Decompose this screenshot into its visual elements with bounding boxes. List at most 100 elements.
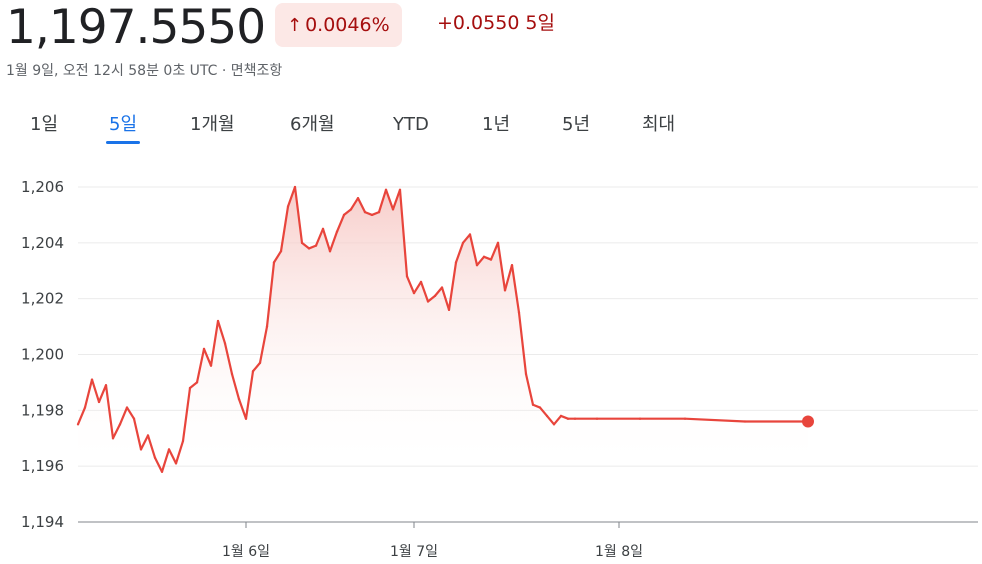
data-point (216, 319, 220, 323)
tab-6-month[interactable]: 6개월 (290, 114, 335, 135)
series-line-segment (160, 448, 171, 473)
series-line-segment (377, 188, 388, 214)
data-point (90, 378, 94, 381)
tab-1-month[interactable]: 1개월 (190, 114, 235, 135)
data-point (517, 311, 521, 314)
data-point (174, 462, 178, 465)
y-tick-label: 1,200 (21, 346, 64, 364)
data-point (524, 372, 528, 376)
data-point (349, 208, 353, 211)
series-line-segment (76, 406, 87, 426)
series-line-segment (503, 264, 514, 292)
data-point (251, 370, 255, 373)
series-line-segment (461, 233, 472, 244)
data-point (559, 414, 563, 418)
series-line (76, 185, 810, 473)
timestamp-disclaimer-line[interactable]: 1월 9일, 오전 12시 58분 0초 UTC · 면책조항 (6, 63, 283, 79)
data-point (293, 185, 297, 189)
data-point (440, 286, 444, 289)
series-line-segment (468, 233, 479, 267)
series-line-segment (545, 414, 556, 426)
y-tick-label: 1,206 (21, 178, 64, 196)
x-tick-label: 1월 7일 (390, 544, 438, 560)
y-tick-label: 1,202 (21, 290, 64, 308)
series-line-segment (167, 448, 178, 465)
data-point (475, 264, 479, 267)
series-line-segment (139, 434, 150, 451)
data-point (111, 437, 115, 440)
series-line-segment (104, 384, 115, 440)
data-point (202, 347, 206, 351)
data-point (391, 208, 395, 211)
data-point (496, 241, 500, 244)
data-point (258, 361, 262, 364)
data-point (195, 381, 199, 384)
data-point (125, 406, 129, 409)
data-point (638, 417, 642, 420)
series-line-segment (552, 414, 563, 426)
series-line-segment (279, 205, 290, 253)
absolute-change-value: +0.0550 (437, 12, 520, 34)
data-point (146, 434, 150, 437)
series-line-segment (454, 241, 465, 264)
data-point (321, 227, 325, 230)
series-line-segment (181, 386, 192, 443)
data-point (419, 280, 423, 284)
data-point (118, 423, 122, 426)
range-tabs: 1일 5일 1개월 6개월 YTD 1년 5년 최대 (0, 110, 982, 150)
tab-max[interactable]: 최대 (642, 114, 676, 135)
data-point (356, 197, 360, 200)
data-point (454, 261, 458, 264)
tab-1-day[interactable]: 1일 (30, 114, 59, 135)
data-point (76, 423, 80, 426)
data-point (286, 205, 290, 208)
tab-5-year[interactable]: 5년 (562, 114, 591, 135)
series-line-segment (188, 381, 199, 390)
price-chart[interactable]: 1,194 1,196 1,198 1,200 1,202 1,204 1,206 1월 6… (0, 160, 982, 564)
tab-1-year[interactable]: 1년 (482, 114, 511, 135)
tab-5-day[interactable]: 5일 (105, 110, 141, 144)
data-point (426, 300, 430, 303)
data-point (328, 250, 332, 253)
data-point (384, 188, 388, 191)
current-price: 1,197.5550 (6, 0, 266, 55)
series-line-segment (356, 197, 367, 214)
arrow-up-icon: ↑ (287, 14, 303, 36)
data-point (595, 417, 599, 420)
series-line-segment (391, 188, 402, 211)
data-point (104, 384, 108, 387)
data-point (335, 230, 339, 233)
data-point (363, 211, 367, 214)
series-line-segment (440, 286, 451, 311)
data-point (244, 417, 248, 420)
series-line-segment (405, 275, 416, 295)
data-point (167, 448, 171, 451)
series-line-segment (307, 244, 318, 250)
series-line-segment (433, 286, 444, 297)
data-point (552, 423, 556, 426)
data-point (223, 342, 227, 345)
series-line-segment (321, 227, 332, 253)
data-point (132, 417, 136, 420)
data-point (181, 439, 185, 443)
data-point (188, 386, 192, 390)
series-line-segment (384, 188, 395, 211)
series-line-segment (370, 211, 381, 217)
series-line-segment (349, 197, 360, 211)
data-point (265, 325, 269, 328)
last-value-dot (802, 415, 814, 428)
data-point (139, 448, 143, 451)
series-line-segment (111, 423, 122, 440)
series-line-segment (531, 403, 542, 409)
data-point (83, 406, 87, 409)
series-line-segment (398, 188, 409, 278)
data-point (447, 308, 451, 311)
series-line-segment (293, 185, 304, 244)
data-point (531, 403, 535, 406)
y-tick-label: 1,196 (21, 457, 64, 475)
absolute-change: +0.0550 5일 (437, 9, 561, 37)
data-point (97, 400, 101, 404)
series-line-segment (244, 370, 255, 420)
series-line-segment (195, 347, 206, 384)
tab-ytd[interactable]: YTD (393, 114, 429, 135)
